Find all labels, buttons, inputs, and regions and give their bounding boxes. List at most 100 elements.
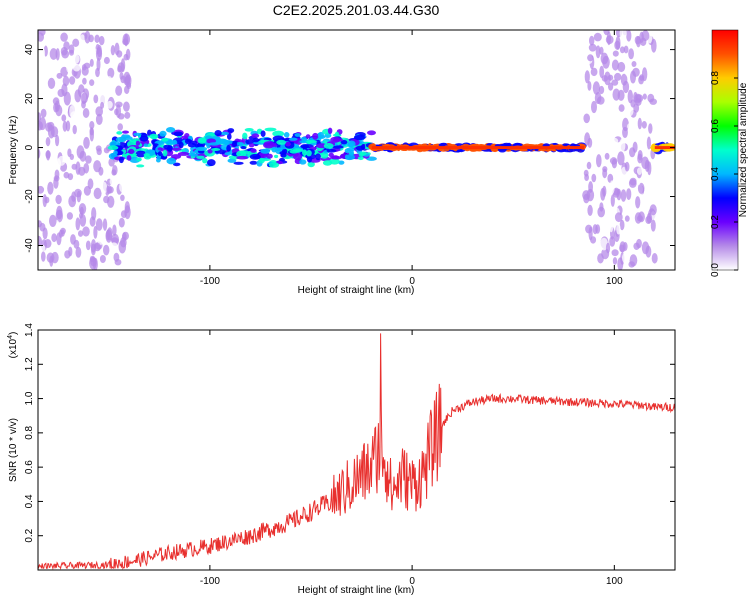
- spectral-blob: [38, 32, 44, 42]
- spectral-blob: [55, 48, 60, 61]
- spectral-blob: [89, 121, 95, 130]
- spectral-blob: [103, 56, 110, 65]
- spectral-blob: [248, 143, 255, 148]
- spectral-blob: [584, 132, 591, 146]
- spectral-blob: [56, 58, 61, 72]
- spectral-blob: [631, 61, 637, 67]
- spectral-blob: [123, 136, 133, 141]
- spectral-blob: [591, 100, 597, 114]
- spectral-blob: [604, 152, 610, 160]
- spectral-blob: [166, 157, 177, 165]
- spectral-blob: [136, 157, 142, 162]
- spectral-blob: [299, 159, 307, 165]
- snr-y-multiplier-close: ): [8, 332, 19, 335]
- spectral-blob: [69, 76, 76, 85]
- spectral-blob: [103, 244, 110, 256]
- spectral-blob: [211, 148, 221, 151]
- spectral-blob: [613, 177, 619, 185]
- spectral-blob: [95, 67, 100, 78]
- spectral-blob: [622, 252, 630, 264]
- spectral-blob: [250, 148, 257, 153]
- spectral-blob: [583, 113, 590, 124]
- spectral-blob: [226, 144, 231, 152]
- spectral-blob: [136, 164, 145, 168]
- spectral-blob: [626, 30, 632, 42]
- spectral-blob: [110, 45, 116, 56]
- spectral-blob: [602, 166, 608, 173]
- spectral-blob: [55, 134, 60, 147]
- spectral-blob: [594, 92, 602, 104]
- spectral-blob: [197, 142, 205, 149]
- spectral-blob: [173, 131, 184, 137]
- spectral-blob: [38, 117, 47, 131]
- spectral-blob: [38, 112, 42, 122]
- spectral-blob: [157, 151, 163, 157]
- spectral-blob: [583, 193, 590, 204]
- spectral-blob: [159, 130, 167, 137]
- colorbar-tick-label: 0.0: [710, 263, 721, 277]
- spectral-blob: [274, 154, 279, 159]
- spectral-blob: [601, 123, 609, 132]
- spectral-blob: [51, 233, 57, 243]
- spectral-blob: [595, 45, 601, 59]
- spectral-blob: [124, 76, 131, 84]
- spectral-blob: [106, 76, 113, 85]
- snr-frame: [37, 329, 676, 571]
- spectral-blob: [617, 114, 622, 128]
- spectral-blob: [47, 121, 55, 131]
- spectral-blob: [593, 32, 602, 42]
- spectral-blob: [123, 53, 129, 61]
- spectral-blob: [82, 77, 87, 85]
- spectral-blob: [588, 43, 597, 52]
- spectral-blob: [113, 150, 118, 156]
- spectral-blob: [184, 138, 192, 145]
- spectral-blob: [82, 108, 90, 118]
- spectral-blob: [109, 177, 116, 186]
- spectral-blob: [340, 140, 348, 145]
- spectral-blob: [120, 194, 125, 201]
- spectral-blob: [618, 104, 625, 112]
- colorbar: 0.0 0.2 0.4 0.6 0.8 Normalized spectral ampl…: [710, 29, 749, 277]
- spectral-blob: [611, 137, 619, 145]
- spectral-blob: [617, 61, 626, 73]
- spectral-blob: [307, 140, 312, 145]
- spectral-blob: [251, 133, 260, 138]
- spectral-blob: [86, 98, 94, 106]
- spectral-blob: [590, 67, 598, 77]
- spectral-blob: [280, 153, 287, 158]
- spectral-blob: [608, 147, 614, 159]
- spectrogram-panel: -100 0 100 40 20 0 -20 -40 Height of straight …: [8, 29, 676, 296]
- spectral-blob: [614, 212, 623, 223]
- spectral-blob: [111, 169, 117, 176]
- spectral-blob: [344, 154, 350, 160]
- spectral-blob: [642, 93, 647, 100]
- spectral-blob: [628, 179, 637, 188]
- spectral-blob: [625, 106, 634, 117]
- spectral-blob: [93, 160, 102, 173]
- spectral-blob: [177, 151, 190, 156]
- spectral-blob: [329, 158, 340, 165]
- spectral-blob: [611, 249, 619, 257]
- spectral-blob: [650, 219, 656, 232]
- spectral-blob: [599, 65, 605, 79]
- spectral-blob: [108, 214, 114, 228]
- spectral-blob: [53, 31, 61, 42]
- spectral-blob: [52, 97, 60, 106]
- spectral-blob: [611, 79, 619, 86]
- spectral-blob: [208, 142, 220, 146]
- spectral-blob: [98, 35, 105, 46]
- spectral-blob: [590, 236, 597, 244]
- spectral-blob: [126, 155, 132, 161]
- spectral-blob: [70, 111, 78, 119]
- spectral-blob: [114, 42, 120, 56]
- spectral-blob: [88, 34, 94, 43]
- spectral-blob: [584, 70, 590, 84]
- spectral-blob: [152, 143, 159, 147]
- spectral-blob: [592, 81, 601, 95]
- spectral-blob: [605, 35, 614, 45]
- spectral-blob: [100, 181, 108, 195]
- spectral-blob: [90, 243, 96, 256]
- spectral-blob: [620, 73, 628, 86]
- spectral-blob: [69, 49, 74, 56]
- spectral-blob: [588, 181, 593, 193]
